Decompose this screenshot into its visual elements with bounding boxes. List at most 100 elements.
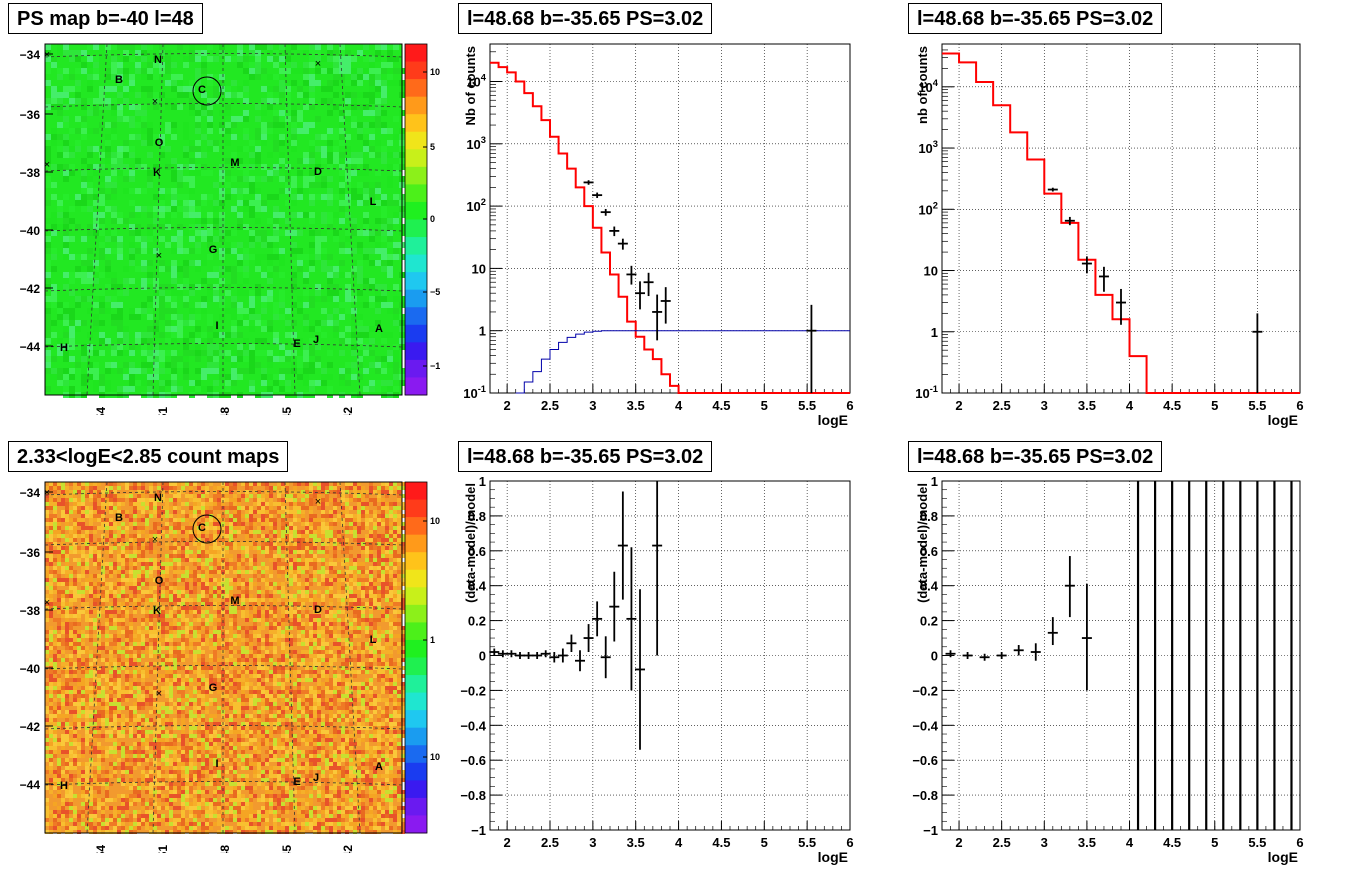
spec2-y-tick: 10-1 — [915, 384, 938, 401]
spec2-y-tick: 102 — [918, 200, 938, 217]
source-label-n: N — [154, 54, 162, 66]
source-label-e: E — [293, 776, 300, 788]
spec1-frame — [489, 43, 851, 394]
map1-heatmap — [45, 44, 405, 398]
spec2-x-tick: 4.5 — [1163, 398, 1181, 413]
spec1-x-tick: 5 — [761, 398, 768, 413]
spec1-data-point — [660, 287, 671, 324]
spec1-y-tick: 10 — [472, 261, 486, 276]
source-label-b: B — [115, 512, 123, 524]
source-label-d: D — [314, 604, 322, 616]
resid2-y-tick: −0.8 — [912, 788, 938, 803]
resid2-data-point — [996, 652, 1007, 659]
resid1-x-tick: 2 — [504, 835, 511, 850]
source-label-k: K — [153, 605, 161, 617]
resid1-x-tick: 3.5 — [627, 835, 645, 850]
spec1-aux-step — [515, 330, 850, 394]
spec1-x-tick: 2 — [504, 398, 511, 413]
resid1-y-tick: −1 — [471, 823, 486, 838]
resid1-x-tick: 5.5 — [798, 835, 816, 850]
map2-title: 2.33<logE<2.85 count maps — [8, 441, 289, 472]
spec1-grid — [490, 44, 851, 394]
map2-lon-line — [152, 481, 164, 834]
resid2-y-tick: −1 — [923, 823, 938, 838]
cross-marker: × — [156, 250, 162, 262]
spec2-data-point — [1252, 313, 1263, 393]
spec1-y-tick: 10-1 — [463, 384, 486, 401]
resid2-data-point — [1013, 645, 1024, 656]
spec1-y-label: Nb of counts — [463, 46, 478, 125]
spec1-x-tick: 3.5 — [627, 398, 645, 413]
source-label-m: M — [230, 157, 239, 169]
map2-colorbar-label: 1 — [430, 635, 435, 645]
resid2-data-point — [962, 652, 973, 659]
source-label-j: J — [313, 772, 319, 784]
spec2-data-point — [1098, 266, 1109, 292]
map1-y-tick: −36 — [20, 108, 41, 122]
resid1-data-point — [626, 547, 637, 691]
spec1-data-point — [617, 238, 628, 250]
spec1-chart: 2 2.5 3 3.5 4 4.5 5 5.5 610-1110102103104logENb … — [463, 43, 854, 428]
resid2-y-tick: 0 — [931, 649, 938, 664]
resid1-x-tick: 4.5 — [712, 835, 730, 850]
source-label-g: G — [209, 682, 218, 694]
map1-y-tick: −38 — [20, 166, 41, 180]
resid1-y-tick: 0.4 — [468, 579, 487, 594]
source-label-h: H — [60, 342, 68, 354]
spec1-data-point — [609, 226, 620, 237]
map2-colorbar — [404, 481, 428, 834]
cross-marker: × — [152, 96, 158, 108]
cross-marker: × — [44, 487, 50, 499]
resid1-y-tick: −0.8 — [460, 788, 486, 803]
cross-marker: × — [315, 58, 321, 70]
cross-marker: × — [44, 597, 50, 609]
resid2-x-label: logE — [1268, 849, 1298, 865]
map1-colorbar-label: 10 — [430, 67, 440, 77]
spec2-y-tick: 1 — [931, 325, 938, 340]
map2-lon-line — [284, 481, 296, 834]
spec1-x-tick: 2.5 — [541, 398, 559, 413]
map2-y-tick: −42 — [20, 720, 41, 734]
resid1-y-tick: −0.6 — [460, 753, 486, 768]
resid2-data-point — [1081, 583, 1092, 691]
resid1-x-tick: 3 — [589, 835, 596, 850]
spec1-data-point — [592, 192, 603, 198]
spec2-x-tick: 3 — [1041, 398, 1048, 413]
resid1-frame — [489, 480, 851, 831]
resid1-data-point — [515, 652, 525, 659]
map2-x-tick: 42 — [341, 845, 355, 853]
source-label-h: H — [60, 780, 68, 792]
map1-x-tick: 42 — [341, 407, 355, 415]
spec2-x-tick: 6 — [1296, 398, 1303, 413]
resid1-data-point — [652, 481, 663, 656]
resid2-y-tick: 1 — [931, 474, 938, 489]
map2-heatmap — [45, 482, 405, 834]
source-label-o: O — [155, 137, 164, 149]
spec2-x-tick: 2.5 — [993, 398, 1011, 413]
resid2-y-tick: −0.6 — [912, 753, 938, 768]
spec2-x-tick: 2 — [955, 398, 962, 413]
cross-marker: × — [315, 496, 321, 508]
resid1-data-point — [592, 601, 603, 637]
map2-x-tick: 45 — [280, 845, 294, 853]
map1-x-tick: 54 — [94, 407, 108, 415]
spec2-x-tick: 3.5 — [1078, 398, 1096, 413]
spec1-data-point — [643, 272, 654, 297]
spec2-data-point — [1081, 256, 1092, 274]
resid2-x-tick: 5.5 — [1248, 835, 1266, 850]
resid1-y-tick: −0.4 — [460, 718, 486, 733]
resid1-y-tick: 0.2 — [468, 614, 486, 629]
spec1-data-point — [583, 180, 594, 185]
resid2-x-tick: 3 — [1041, 835, 1048, 850]
resid1-data-point — [635, 589, 645, 750]
map2-y-tick: −44 — [20, 778, 41, 792]
source-label-a: A — [375, 761, 383, 773]
map2-x-tick: 48 — [218, 845, 232, 853]
resid2-x-tick: 4 — [1126, 835, 1134, 850]
resid1-data-point — [540, 650, 551, 658]
map1-y-tick: −44 — [20, 340, 41, 354]
resid2-chart: 2 2.5 3 3.5 4 4.5 5 5.5 6 −1 −0.8 −0.6 −0.4 −0.2 0 0.2 0… — [912, 474, 1303, 865]
spec2-y-tick: 10 — [924, 264, 938, 279]
resid2-y-tick: 0.8 — [920, 509, 938, 524]
source-label-i: I — [215, 320, 218, 332]
